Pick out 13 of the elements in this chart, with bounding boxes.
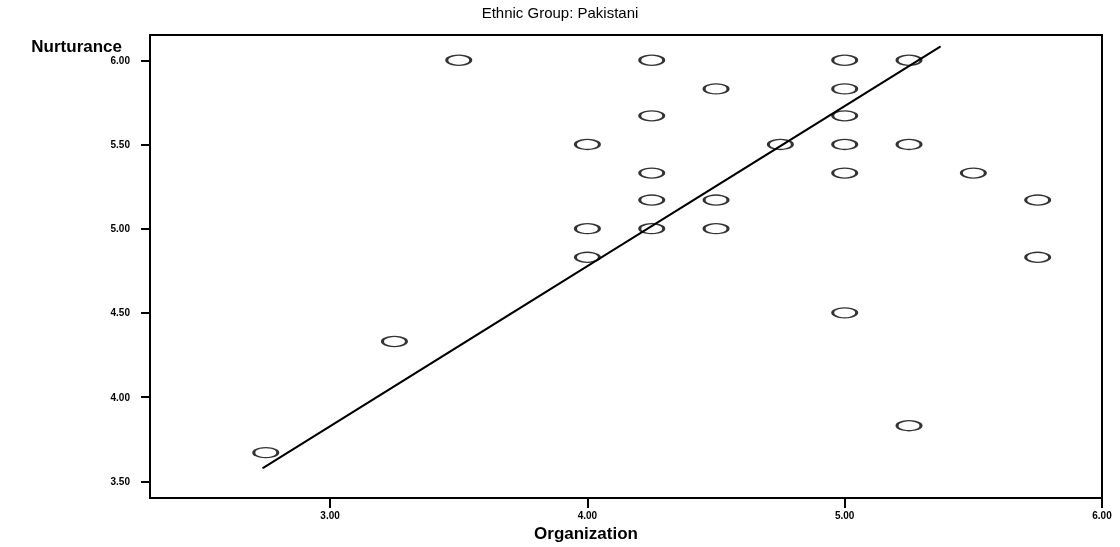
y-tick-label: 4.50 [110, 307, 131, 319]
x-tick-label: 4.00 [577, 509, 598, 521]
x-axis-title: Organization [534, 524, 638, 543]
x-tick-label: 5.00 [834, 509, 855, 521]
y-tick-label: 4.00 [110, 391, 131, 403]
y-tick-label: 5.00 [110, 223, 131, 235]
y-tick-label: 5.50 [110, 138, 131, 150]
chart-title: Ethnic Group: Pakistani [481, 4, 639, 21]
x-tick-label: 6.00 [1092, 509, 1113, 521]
y-tick-label: 6.00 [110, 54, 131, 66]
y-tick-label: 3.50 [110, 475, 131, 487]
x-tick-label: 3.00 [320, 509, 341, 521]
y-axis-title: Nurturance [31, 37, 122, 57]
